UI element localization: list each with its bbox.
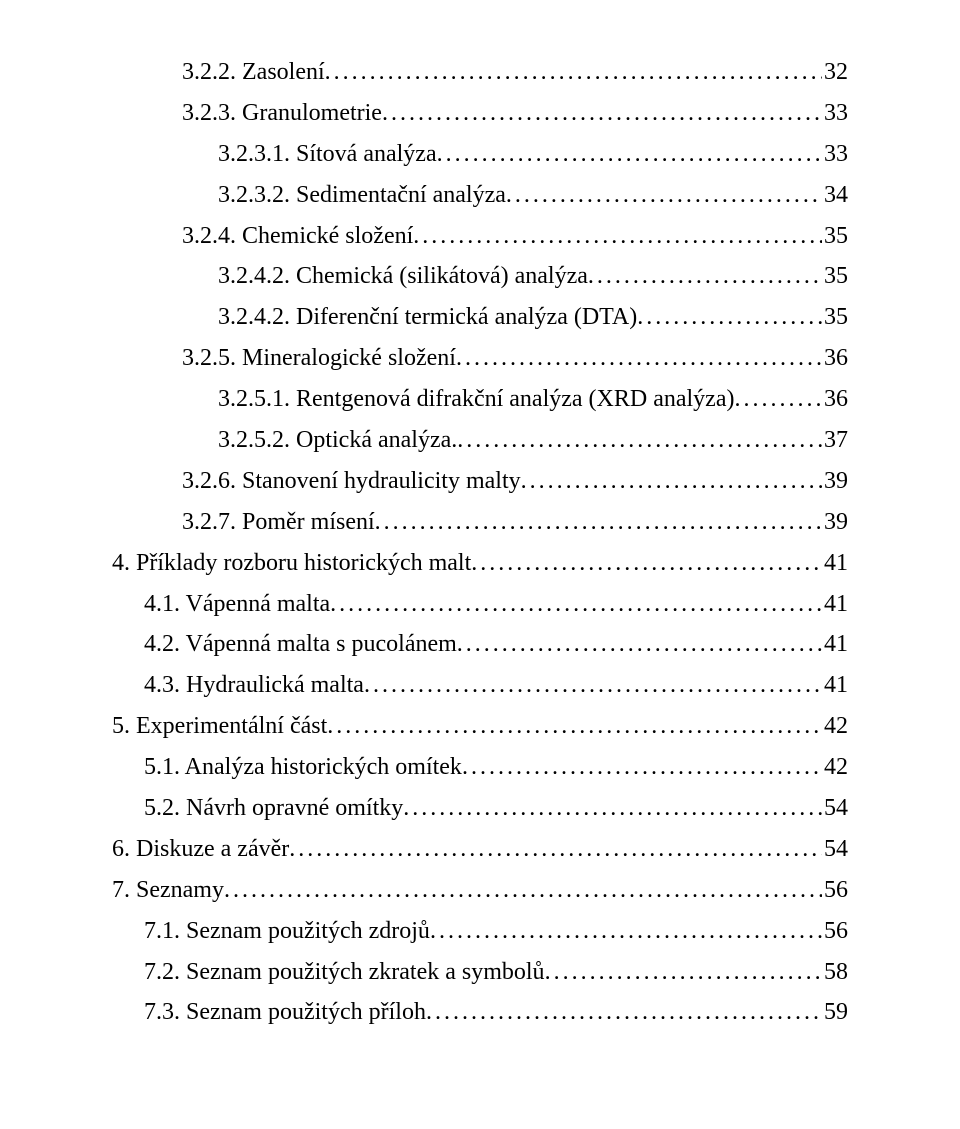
toc-entry: 3.2.3.1. Sítová analýza 33: [112, 134, 848, 175]
toc-page-number: 59: [822, 992, 848, 1033]
toc-label: 3.2.4. Chemické složení: [182, 216, 413, 257]
toc-page-number: 41: [822, 665, 848, 706]
toc-entry: 5. Experimentální část 42: [112, 706, 848, 747]
toc-page-number: 37: [822, 420, 848, 461]
toc-leader-dots: [403, 788, 822, 829]
toc-page-number: 33: [822, 93, 848, 134]
toc-entry: 3.2.6. Stanovení hydraulicity malty 39: [112, 461, 848, 502]
toc-page-number: 41: [822, 584, 848, 625]
toc-label: 3.2.5. Mineralogické složení: [182, 338, 456, 379]
toc-label: 7.1. Seznam použitých zdrojů: [144, 911, 430, 952]
toc-page-number: 35: [822, 216, 848, 257]
toc-page-number: 36: [822, 338, 848, 379]
toc-page-number: 54: [822, 788, 848, 829]
toc-page-number: 41: [822, 543, 848, 584]
toc-label: 3.2.4.2. Diferenční termická analýza (DT…: [218, 297, 637, 338]
toc-leader-dots: [382, 93, 822, 134]
toc-label: 3.2.7. Poměr mísení: [182, 502, 375, 543]
toc-entry: 3.2.3. Granulometrie 33: [112, 93, 848, 134]
toc-leader-dots: [430, 911, 822, 952]
toc-leader-dots: [330, 584, 822, 625]
toc-leader-dots: [364, 665, 822, 706]
toc-entry: 3.2.7. Poměr mísení 39: [112, 502, 848, 543]
toc-entry: 7.2. Seznam použitých zkratek a symbolů 5…: [112, 952, 848, 993]
toc-label: 4.3. Hydraulická malta: [144, 665, 364, 706]
toc-label: 4.2. Vápenná malta s pucolánem: [144, 624, 457, 665]
toc-entry: 3.2.2. Zasolení 32: [112, 52, 848, 93]
toc-label: 3.2.3.2. Sedimentační analýza: [218, 175, 506, 216]
toc-leader-dots: [506, 175, 822, 216]
toc-label: 5. Experimentální část: [112, 706, 327, 747]
toc-page-number: 42: [822, 706, 848, 747]
toc-label: 7. Seznamy: [112, 870, 224, 911]
toc-page-number: 56: [822, 870, 848, 911]
toc-page-number: 54: [822, 829, 848, 870]
toc-label: 3.2.3. Granulometrie: [182, 93, 382, 134]
toc-entry: 6. Diskuze a závěr 54: [112, 829, 848, 870]
toc-label: 3.2.4.2. Chemická (silikátová) analýza: [218, 256, 588, 297]
toc-leader-dots: [457, 624, 822, 665]
toc-page-number: 35: [822, 256, 848, 297]
toc-page-number: 35: [822, 297, 848, 338]
toc-entry: 4.2. Vápenná malta s pucolánem 41: [112, 624, 848, 665]
toc-leader-dots: [456, 338, 822, 379]
toc-label: 7.2. Seznam použitých zkratek a symbolů: [144, 952, 545, 993]
toc-leader-dots: [327, 706, 822, 747]
toc-leader-dots: [545, 952, 822, 993]
toc-label: 3.2.5.1. Rentgenová difrakční analýza (X…: [218, 379, 734, 420]
toc-entry: 7.1. Seznam použitých zdrojů 56: [112, 911, 848, 952]
toc-page-number: 39: [822, 461, 848, 502]
toc-label: 4. Příklady rozboru historických malt: [112, 543, 471, 584]
toc-leader-dots: [426, 992, 822, 1033]
toc-label: 4.1. Vápenná malta: [144, 584, 330, 625]
toc-leader-dots: [325, 52, 822, 93]
toc-label: 3.2.5.2. Optická analýza.: [218, 420, 457, 461]
toc-label: 7.3. Seznam použitých příloh: [144, 992, 426, 1033]
toc-label: 3.2.6. Stanovení hydraulicity malty: [182, 461, 521, 502]
toc-leader-dots: [375, 502, 822, 543]
toc-entry: 3.2.3.2. Sedimentační analýza 34: [112, 175, 848, 216]
toc-entry: 5.2. Návrh opravné omítky 54: [112, 788, 848, 829]
toc-label: 5.2. Návrh opravné omítky: [144, 788, 403, 829]
toc-leader-dots: [413, 216, 822, 257]
toc-entry: 7.3. Seznam použitých příloh 59: [112, 992, 848, 1033]
toc-leader-dots: [457, 420, 822, 461]
toc-page-number: 36: [822, 379, 848, 420]
toc-leader-dots: [289, 829, 822, 870]
toc-leader-dots: [462, 747, 822, 788]
toc-leader-dots: [637, 297, 822, 338]
toc-entry: 7. Seznamy 56: [112, 870, 848, 911]
toc-entry: 5.1. Analýza historických omítek 42: [112, 747, 848, 788]
toc-leader-dots: [224, 870, 822, 911]
toc-leader-dots: [588, 256, 822, 297]
toc-leader-dots: [437, 134, 822, 175]
toc-page: 3.2.2. Zasolení323.2.3. Granulometrie333…: [0, 0, 960, 1129]
toc-page-number: 34: [822, 175, 848, 216]
toc-leader-dots: [471, 543, 822, 584]
toc-label: 3.2.2. Zasolení: [182, 52, 325, 93]
toc-page-number: 58: [822, 952, 848, 993]
toc-page-number: 32: [822, 52, 848, 93]
toc-page-number: 39: [822, 502, 848, 543]
toc-leader-dots: [521, 461, 822, 502]
toc-entry: 3.2.5.1. Rentgenová difrakční analýza (X…: [112, 379, 848, 420]
toc-entry: 4.1. Vápenná malta 41: [112, 584, 848, 625]
toc-leader-dots: [734, 379, 822, 420]
toc-entry: 4. Příklady rozboru historických malt 41: [112, 543, 848, 584]
toc-label: 3.2.3.1. Sítová analýza: [218, 134, 437, 175]
toc-page-number: 41: [822, 624, 848, 665]
toc-entry: 3.2.5.2. Optická analýza. 37: [112, 420, 848, 461]
toc-entry: 4.3. Hydraulická malta 41: [112, 665, 848, 706]
toc-label: 6. Diskuze a závěr: [112, 829, 289, 870]
toc-page-number: 42: [822, 747, 848, 788]
toc-entry: 3.2.4. Chemické složení 35: [112, 216, 848, 257]
toc-label: 5.1. Analýza historických omítek: [144, 747, 462, 788]
toc-page-number: 56: [822, 911, 848, 952]
toc-entry: 3.2.4.2. Diferenční termická analýza (DT…: [112, 297, 848, 338]
toc-entry: 3.2.5. Mineralogické složení 36: [112, 338, 848, 379]
toc-entry: 3.2.4.2. Chemická (silikátová) analýza 35: [112, 256, 848, 297]
toc-page-number: 33: [822, 134, 848, 175]
